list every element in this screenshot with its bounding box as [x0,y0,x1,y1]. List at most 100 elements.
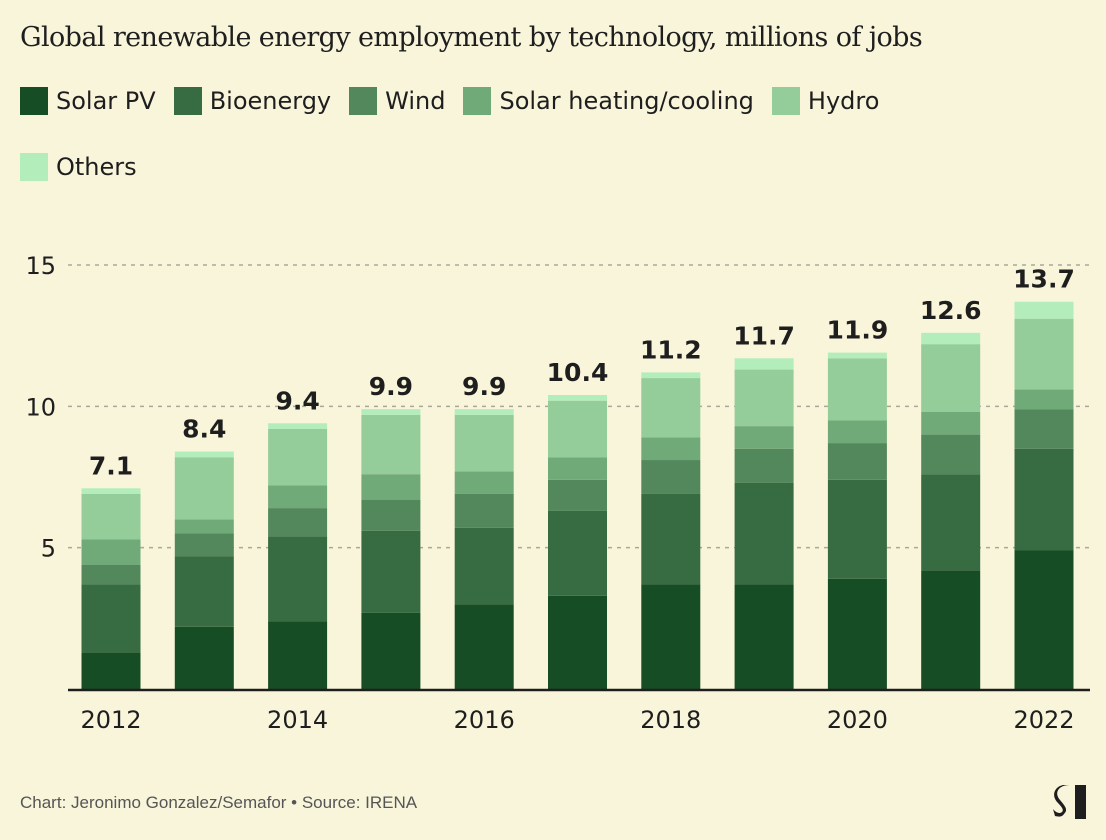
bar-segment-others [548,395,607,401]
bar-segment-bioenergy [641,493,701,585]
source-credit: Chart: Jeronimo Gonzalez/Semafor • Sourc… [20,793,418,812]
y-tick-label: 10 [25,393,56,421]
y-tick-label: 5 [41,535,56,563]
total-label: 7.1 [89,451,133,480]
bar-segment-bioenergy [734,482,794,585]
total-label: 11.2 [640,335,702,364]
bar-segment-others [921,332,981,345]
legend-label: Solar PV [56,87,156,115]
bar-segment-others [454,409,514,415]
legend-item: Hydro [771,86,880,116]
total-label: 8.4 [182,415,226,444]
bar-segment-others [361,409,421,415]
bar-segment-solar-heating-cooling [734,426,794,449]
bar-segment-solar-heating-cooling [174,519,234,534]
bar-segment-wind [734,448,794,483]
bar-segment-others [734,358,794,370]
bar-segment-bioenergy [268,536,328,622]
total-label: 11.9 [827,316,889,345]
bar-segment-solar-heating-cooling [1014,389,1074,410]
legend-label: Hydro [807,87,880,115]
bar-segment-bioenergy [361,530,421,613]
bar-segment-others [81,488,141,494]
bar-segment-others [174,451,234,458]
bar-segment-solar-pv [641,584,701,689]
bar-segment-hydro [454,414,514,472]
bar-segment-solar-pv [827,578,887,689]
x-tick-label: 2022 [1013,706,1074,734]
bar-segment-solar-heating-cooling [641,437,701,461]
bar-segment-bioenergy [174,556,234,627]
bar-segment-solar-heating-cooling [81,539,141,565]
total-label: 10.4 [547,358,609,387]
bar-segment-hydro [1014,318,1074,390]
x-tick-label: 2020 [827,706,888,734]
bar-segment-bioenergy [1014,448,1074,551]
bar-segment-wind [268,508,328,537]
legend-item: Wind [349,86,445,116]
legend: Solar PV Bioenergy Wind Solar heating/cooli… [20,86,980,182]
chart-title: Global renewable energy employment by te… [20,22,923,53]
legend-label: Wind [385,87,446,115]
bar-segment-hydro [361,414,421,475]
bar-segment-hydro [174,457,234,520]
bar-segment-hydro [827,358,887,421]
bar-segment-others [641,372,701,379]
legend-item: Bioenergy [173,86,332,116]
bar-segment-bioenergy [454,527,514,605]
legend-swatch [20,87,48,115]
bar-segment-hydro [641,378,701,438]
bar-segment-hydro [921,344,981,412]
bar-segment-solar-pv [548,595,607,689]
bar-segment-wind [548,479,607,511]
total-label: 11.7 [733,321,795,350]
bar-segment-solar-heating-cooling [361,474,421,500]
bar-segment-solar-pv [81,652,141,689]
bar-segment-wind [921,434,981,475]
bar-segment-bioenergy [921,474,981,571]
bar-segment-solar-heating-cooling [548,457,607,480]
x-tick-label: 2012 [80,706,141,734]
bar-segment-solar-pv [921,570,981,689]
legend-swatch [349,87,378,115]
bar-segment-solar-heating-cooling [454,471,514,494]
bar-segment-solar-pv [454,604,514,689]
bar-segment-hydro [548,400,607,458]
legend-item: Solar heating/cooling [463,86,754,116]
bar-segment-hydro [268,428,328,486]
semafor-logo-icon [1053,785,1086,819]
legend-item: Solar PV [20,86,156,116]
bar-segment-bioenergy [548,510,607,596]
bar-segment-others [1014,301,1074,319]
total-label: 9.9 [369,372,413,401]
x-tick-label: 2018 [640,706,701,734]
legend-label: Others [56,153,137,181]
x-tick-label: 2014 [267,706,328,734]
bar-segment-wind [641,460,701,494]
legend-swatch [173,87,202,115]
legend-item: Others [20,152,137,182]
legend-label: Bioenergy [209,87,332,115]
bar-segment-solar-heating-cooling [268,485,328,509]
total-label: 13.7 [1013,265,1075,294]
bar-segment-solar-heating-cooling [921,411,981,435]
bar-segment-others [827,352,887,359]
total-label: 9.9 [462,372,506,401]
bar-segment-wind [454,493,514,528]
bar-segment-solar-pv [734,584,794,689]
y-tick-label: 15 [25,252,56,280]
bar-segment-wind [174,533,234,557]
bar-segment-hydro [81,493,141,540]
bar-segment-bioenergy [81,584,141,653]
bar-segment-wind [81,564,141,585]
bar-segment-solar-pv [268,621,328,689]
bar-segment-hydro [734,369,794,427]
bar-segment-others [268,423,328,429]
bar-segment-solar-pv [361,612,421,689]
total-label: 9.4 [275,386,319,415]
bar-segment-wind [1014,409,1074,449]
bar-segment-wind [827,443,887,480]
legend-swatch [20,153,48,181]
x-tick-label: 2016 [454,706,515,734]
